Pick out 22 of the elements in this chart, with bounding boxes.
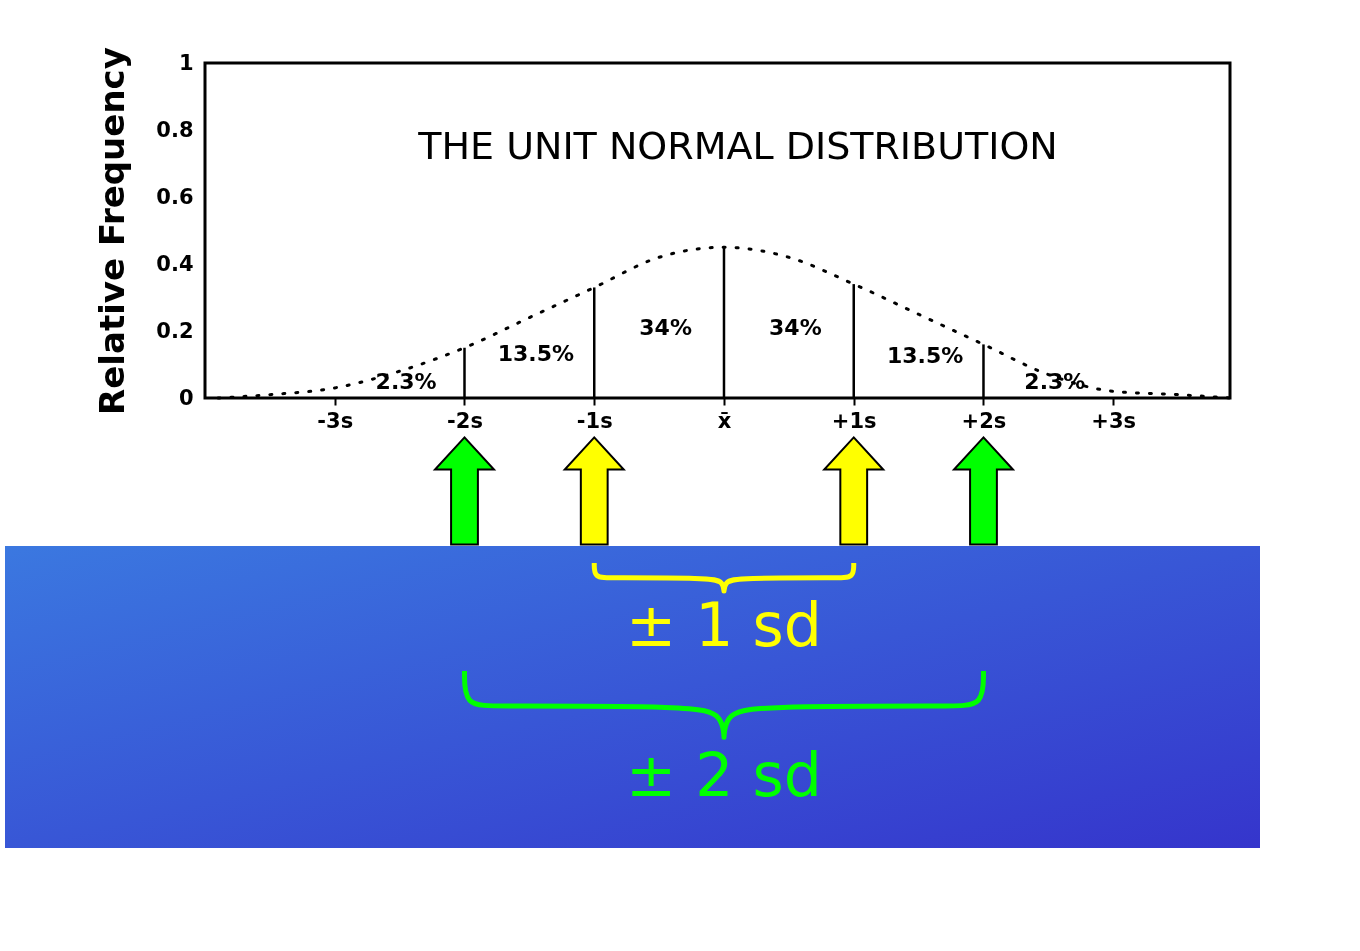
y-tick-label: 1 <box>178 50 194 75</box>
y-tick-label: 0.6 <box>156 184 194 209</box>
x-tick-label: x̄ <box>717 408 732 433</box>
text: ± 1 sd <box>626 590 822 660</box>
y-tick-label: 0.2 <box>156 318 194 343</box>
x-tick-label: +2s <box>961 408 1007 433</box>
annotation: 34% <box>769 315 822 340</box>
text: THE UNIT NORMAL DISTRIBUTION <box>417 124 1058 168</box>
text: ± 2 sd <box>626 740 822 810</box>
y-tick-label: 0.4 <box>156 251 194 276</box>
annotation: 13.5% <box>886 343 964 368</box>
y-tick-label: 0.8 <box>156 117 194 142</box>
x-tick-label: +3s <box>1091 408 1137 433</box>
annotation: 34% <box>639 315 692 340</box>
annotation: 13.5% <box>497 341 575 366</box>
x-tick-label: -2s <box>447 408 483 433</box>
x-tick-label: -1s <box>576 408 613 433</box>
x-tick-label: +1s <box>831 408 877 433</box>
y-tick-label: 0 <box>178 385 194 410</box>
x-tick-label: -3s <box>317 408 354 433</box>
y-axis-title: Relative Frequency <box>92 47 133 415</box>
annotation: 2.3% <box>375 369 437 394</box>
